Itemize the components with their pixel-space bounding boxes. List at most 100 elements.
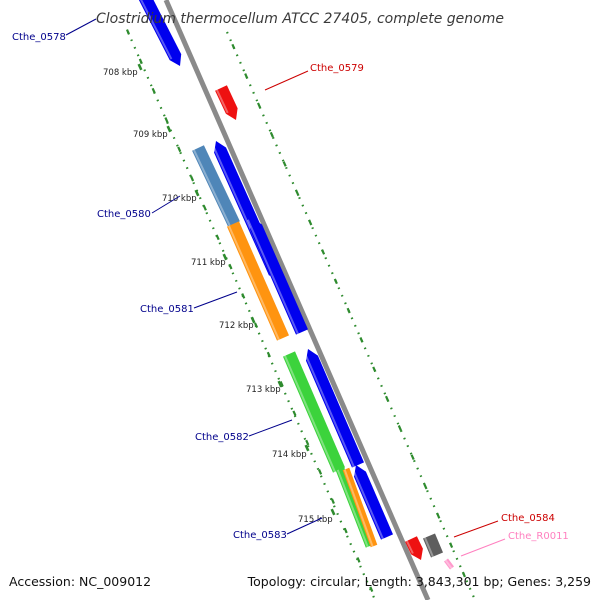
minor-tick — [449, 542, 454, 549]
genome-title: Clostridium thermocellum ATCC 27405, com… — [96, 11, 504, 27]
major-tick — [137, 63, 143, 71]
leader-cthe-0578 — [65, 18, 97, 36]
major-tick — [304, 444, 310, 452]
major-tick — [166, 125, 172, 133]
cds-cthe-0582-blue[interactable] — [306, 349, 364, 468]
minor-tick — [189, 175, 195, 182]
major-tick — [250, 316, 256, 324]
minor-tick — [356, 557, 361, 563]
leader-cthe-0582 — [248, 419, 293, 437]
minor-tick — [279, 381, 284, 387]
minor-tick — [244, 73, 249, 79]
minor-tick — [343, 527, 348, 534]
cds-cthe-0583-green-highlight — [336, 469, 369, 548]
minor-tick — [320, 249, 326, 255]
minor-tick — [308, 219, 313, 226]
minor-tick — [423, 483, 428, 490]
tick-label-712: 712 kbp — [219, 321, 254, 331]
minor-tick — [228, 263, 233, 270]
minor-tick — [410, 454, 415, 461]
leader-cthe-0579 — [264, 70, 309, 91]
cds-cthe-0580-steelblue[interactable] — [192, 145, 240, 227]
minor-tick — [330, 498, 335, 505]
scale-ticks — [125, 29, 466, 593]
cds-cthe-0582-green-highlight — [283, 355, 336, 473]
minor-tick — [215, 234, 220, 241]
gene-label-cthe-0582[interactable]: Cthe_0582 — [195, 432, 249, 443]
minor-tick — [317, 469, 323, 475]
minor-tick — [266, 351, 271, 358]
major-tick — [277, 380, 283, 388]
minor-tick — [436, 513, 441, 519]
cds-cthe-0584-highlight — [405, 540, 414, 554]
cds-cthe-0582-blue-highlight — [302, 350, 355, 468]
minor-tick — [151, 87, 156, 94]
minor-tick — [164, 117, 169, 123]
cds-cthe-0581-orange[interactable] — [227, 221, 289, 341]
minor-tick — [177, 146, 182, 153]
gene-label-cthe-0579[interactable]: Cthe_0579 — [310, 63, 364, 74]
cds-cthe-0583-orange[interactable] — [342, 467, 378, 548]
leader-cthe-0583 — [286, 517, 323, 535]
cds-cthe-0582-green[interactable] — [283, 351, 345, 473]
minor-tick — [384, 395, 390, 402]
gene-label-cthe-0578[interactable]: Cthe_0578 — [12, 32, 66, 43]
gene-label-cthe-0583[interactable]: Cthe_0583 — [233, 530, 287, 541]
minor-tick — [256, 102, 262, 109]
major-tick — [194, 189, 200, 197]
cds-cthe-0584[interactable] — [405, 536, 423, 560]
tick-label-713: 713 kbp — [246, 385, 281, 395]
minor-tick — [138, 58, 143, 65]
rna-cthe-r0011[interactable] — [444, 558, 454, 570]
minor-tick — [125, 29, 131, 35]
minor-tick — [292, 410, 297, 417]
cds-cthe-0579[interactable] — [215, 85, 238, 120]
cds-cthe-0581-orange-highlight — [227, 225, 280, 341]
minor-tick — [202, 205, 207, 211]
leader-cthe-0581 — [193, 291, 238, 309]
gene-label-cthe-r0011[interactable]: Cthe_R0011 — [508, 531, 569, 542]
tick-label-714: 714 kbp — [272, 450, 307, 460]
minor-tick — [461, 571, 466, 578]
cds-cthe-0578[interactable] — [130, 0, 182, 66]
accession-text: Accession: NC_009012 — [9, 574, 151, 589]
tick-label-710: 710 kbp — [162, 194, 197, 204]
cds-cthe-0583-orange-highlight — [343, 469, 374, 547]
gene-label-cthe-0580[interactable]: Cthe_0580 — [97, 209, 151, 220]
cds-cthe-0583-blue[interactable] — [354, 465, 393, 540]
minor-tick — [372, 366, 377, 373]
minor-tick — [231, 43, 236, 50]
cds-cthe-0583-blue-highlight — [350, 466, 384, 540]
tick-label-715: 715 kbp — [298, 515, 333, 525]
genome-summary-text: Topology: circular; Length: 3,843,301 bp… — [247, 574, 591, 589]
minor-tick — [305, 439, 310, 446]
minor-tick — [241, 293, 246, 299]
minor-tick — [295, 190, 300, 197]
major-tick — [330, 508, 336, 516]
tick-label-711: 711 kbp — [191, 258, 226, 268]
cds-cthe-0584-gray[interactable] — [423, 533, 443, 558]
leader-cthe-r0011 — [460, 538, 506, 557]
tick-label-709: 709 kbp — [133, 130, 168, 140]
minor-tick — [333, 278, 338, 285]
minor-tick — [346, 307, 351, 314]
track-guide-outer — [126, 31, 377, 600]
gene-label-cthe-0584[interactable]: Cthe_0584 — [501, 513, 555, 524]
cds-cthe-0581-blue[interactable] — [250, 218, 308, 335]
gene-label-cthe-0581[interactable]: Cthe_0581 — [140, 304, 194, 315]
cds-cthe-0579-highlight — [215, 89, 229, 114]
rna-cthe-r0011-highlight — [444, 559, 453, 569]
tick-label-708: 708 kbp — [103, 68, 138, 78]
cds-cthe-0581-blue-highlight — [246, 219, 299, 335]
minor-tick — [282, 161, 287, 167]
major-tick — [222, 253, 228, 261]
cds-cthe-0580-steelblue-highlight — [192, 149, 231, 227]
minor-tick — [397, 425, 402, 431]
cds-cthe-0584-gray-highlight — [423, 537, 434, 558]
cds-cthe-0578-highlight — [140, 0, 173, 60]
minor-tick — [369, 586, 374, 593]
leader-cthe-0584 — [453, 520, 499, 538]
leader-cthe-0580 — [151, 195, 181, 214]
